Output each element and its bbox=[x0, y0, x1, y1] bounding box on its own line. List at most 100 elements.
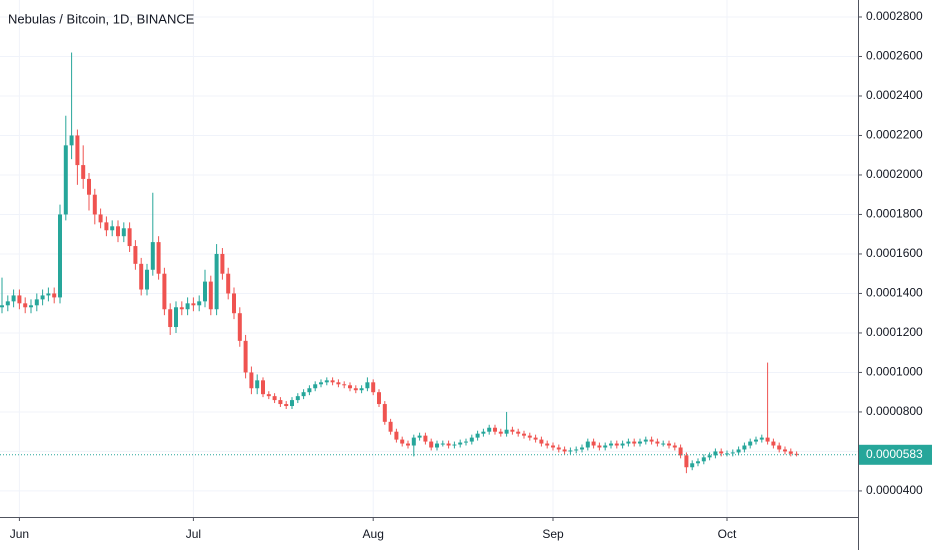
candle-body bbox=[614, 443, 619, 446]
candle-body bbox=[684, 455, 689, 468]
candle-body bbox=[725, 453, 729, 455]
candle-body bbox=[603, 445, 608, 448]
candle-body bbox=[661, 443, 666, 445]
candle-body bbox=[707, 455, 712, 458]
candle-body bbox=[655, 441, 660, 444]
x-tick-label: Jul bbox=[186, 527, 201, 541]
candle-body bbox=[690, 463, 695, 468]
last-price-tag bbox=[859, 444, 932, 465]
candle-body bbox=[469, 437, 474, 442]
y-tick-label: 0.0002800 bbox=[866, 9, 923, 23]
candle-body bbox=[696, 461, 700, 464]
candle-body bbox=[295, 396, 300, 401]
candle-body bbox=[162, 273, 167, 310]
candle-body bbox=[266, 394, 271, 397]
candle-body bbox=[481, 431, 486, 434]
candle-body bbox=[313, 384, 318, 389]
candle-body bbox=[365, 382, 370, 389]
candle-body bbox=[220, 253, 225, 274]
candle-body bbox=[539, 439, 544, 444]
candle-body bbox=[510, 429, 515, 432]
candle-body bbox=[301, 392, 306, 397]
candle-body bbox=[411, 437, 416, 446]
candle-body bbox=[435, 443, 439, 448]
candle-body bbox=[40, 295, 45, 300]
candle-body bbox=[255, 380, 260, 389]
candle-body bbox=[133, 246, 138, 264]
candle-body bbox=[348, 385, 352, 389]
candle-body bbox=[400, 439, 405, 444]
candle-body bbox=[458, 442, 463, 445]
candle-body bbox=[29, 305, 33, 308]
candle-body bbox=[203, 281, 207, 302]
candle-body bbox=[591, 441, 596, 446]
candle-body bbox=[5, 301, 10, 306]
candle-body bbox=[69, 135, 74, 146]
candle-body bbox=[52, 293, 57, 298]
candle-body bbox=[794, 453, 799, 455]
y-tick-label: 0.0000800 bbox=[866, 404, 923, 418]
candle-body bbox=[771, 441, 776, 446]
candle-body bbox=[493, 427, 497, 432]
candle-body bbox=[580, 447, 584, 450]
candle-body bbox=[533, 437, 538, 440]
candle-body bbox=[284, 404, 289, 407]
candle-body bbox=[272, 396, 277, 401]
candle-body bbox=[185, 303, 190, 310]
candle-body bbox=[145, 269, 149, 290]
candle-body bbox=[597, 445, 602, 448]
candle-body bbox=[429, 441, 434, 448]
candle-body bbox=[394, 431, 399, 440]
candle-body bbox=[504, 429, 509, 434]
candle-body bbox=[191, 303, 196, 306]
candle-body bbox=[226, 273, 231, 294]
candle-body bbox=[701, 457, 706, 462]
candle-body bbox=[464, 441, 468, 443]
candle-body bbox=[678, 447, 683, 456]
candle-body bbox=[87, 178, 91, 195]
grid bbox=[0, 0, 858, 517]
candle-body bbox=[121, 228, 126, 237]
candle-body bbox=[632, 441, 637, 444]
candle-body bbox=[574, 449, 579, 451]
y-tick-label: 0.0001600 bbox=[866, 246, 923, 260]
candle-body bbox=[759, 437, 764, 440]
candle-body bbox=[475, 433, 480, 438]
candle-body bbox=[342, 384, 347, 386]
candle-body bbox=[388, 421, 393, 432]
candle-body bbox=[197, 301, 202, 306]
y-tick-label: 0.0002000 bbox=[866, 167, 923, 181]
candle-body bbox=[353, 388, 358, 391]
candle-body bbox=[713, 451, 718, 456]
candle-body bbox=[783, 449, 787, 452]
candle-body bbox=[736, 449, 741, 453]
candle-body bbox=[232, 293, 236, 314]
candle-body bbox=[319, 382, 323, 385]
candle-body bbox=[261, 380, 265, 395]
candle-body bbox=[516, 431, 521, 434]
candle-body bbox=[63, 145, 68, 215]
y-tick-label: 0.0001400 bbox=[866, 286, 923, 300]
candle-body bbox=[551, 445, 555, 448]
candle-body bbox=[278, 400, 283, 405]
x-tick-label: Oct bbox=[718, 527, 737, 541]
candle-body bbox=[556, 447, 561, 450]
y-tick-label: 0.0002600 bbox=[866, 49, 923, 63]
candle-body bbox=[0, 305, 4, 308]
candle-body bbox=[643, 439, 648, 442]
candle-body bbox=[23, 303, 28, 308]
candle-body bbox=[377, 392, 381, 405]
candle-body bbox=[330, 380, 335, 383]
candle-body bbox=[237, 313, 242, 341]
chart-title: Nebulas / Bitcoin, 1D, BINANCE bbox=[8, 11, 195, 26]
candle-body bbox=[359, 388, 364, 391]
candle-body bbox=[324, 380, 329, 383]
candle-body bbox=[742, 445, 747, 450]
candle-body bbox=[667, 443, 671, 446]
candle-body bbox=[423, 435, 428, 442]
candle-body bbox=[609, 443, 613, 446]
candle-body bbox=[150, 242, 155, 270]
candle-body bbox=[92, 194, 97, 215]
candles bbox=[0, 52, 858, 474]
